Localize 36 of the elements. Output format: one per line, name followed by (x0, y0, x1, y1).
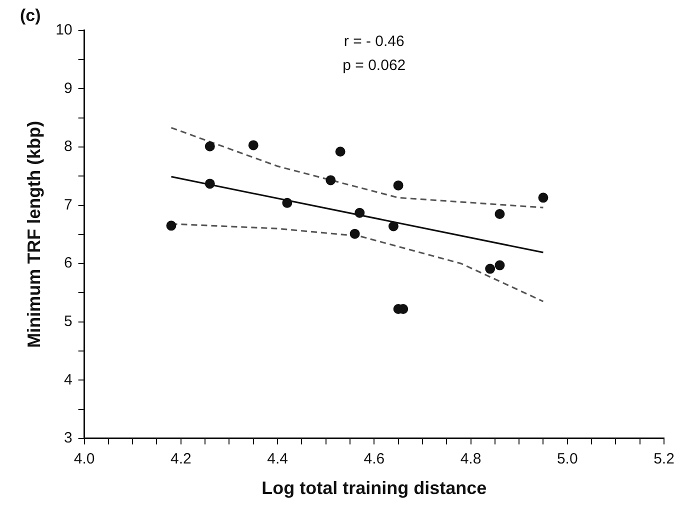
y-tick-label: 8 (64, 138, 72, 156)
x-tick-label: 4.4 (267, 450, 288, 468)
point (166, 220, 176, 231)
line-series (170, 126, 544, 208)
x-tick-label: 4.8 (460, 450, 482, 468)
point (282, 198, 292, 208)
point (350, 228, 360, 239)
annotation: r = - 0.46 (344, 33, 404, 50)
x-tick-label: 4.0 (74, 450, 95, 468)
point (354, 208, 365, 218)
annotation: p = 0.062 (342, 57, 406, 74)
x-tick-label: 4.2 (170, 450, 192, 468)
point (494, 209, 505, 219)
y-tick-label: 4 (64, 371, 72, 388)
y-tick-label: 10 (56, 22, 72, 39)
x-axis-title: Log total training distance (262, 478, 487, 498)
y-tick-label: 3 (64, 430, 72, 447)
y-tick-label: 9 (64, 80, 72, 97)
y-axis-title: Minimum TRF length (kbp) (24, 120, 44, 348)
point (248, 140, 258, 150)
y-tick-label: 5 (64, 312, 72, 330)
point (538, 192, 548, 203)
point (204, 141, 215, 152)
point (388, 221, 398, 232)
point (204, 178, 215, 189)
point (393, 180, 404, 190)
chart-title: (c) (20, 6, 41, 25)
point (335, 146, 346, 157)
x-tick-label: 5.0 (556, 450, 578, 468)
y-tick-label: 7 (64, 196, 72, 214)
point (326, 175, 336, 186)
point (485, 264, 496, 274)
point (494, 260, 505, 270)
x-tick-label: 5.2 (654, 450, 674, 468)
x-tick-label: 4.6 (364, 450, 385, 468)
y-tick-label: 6 (64, 254, 72, 272)
